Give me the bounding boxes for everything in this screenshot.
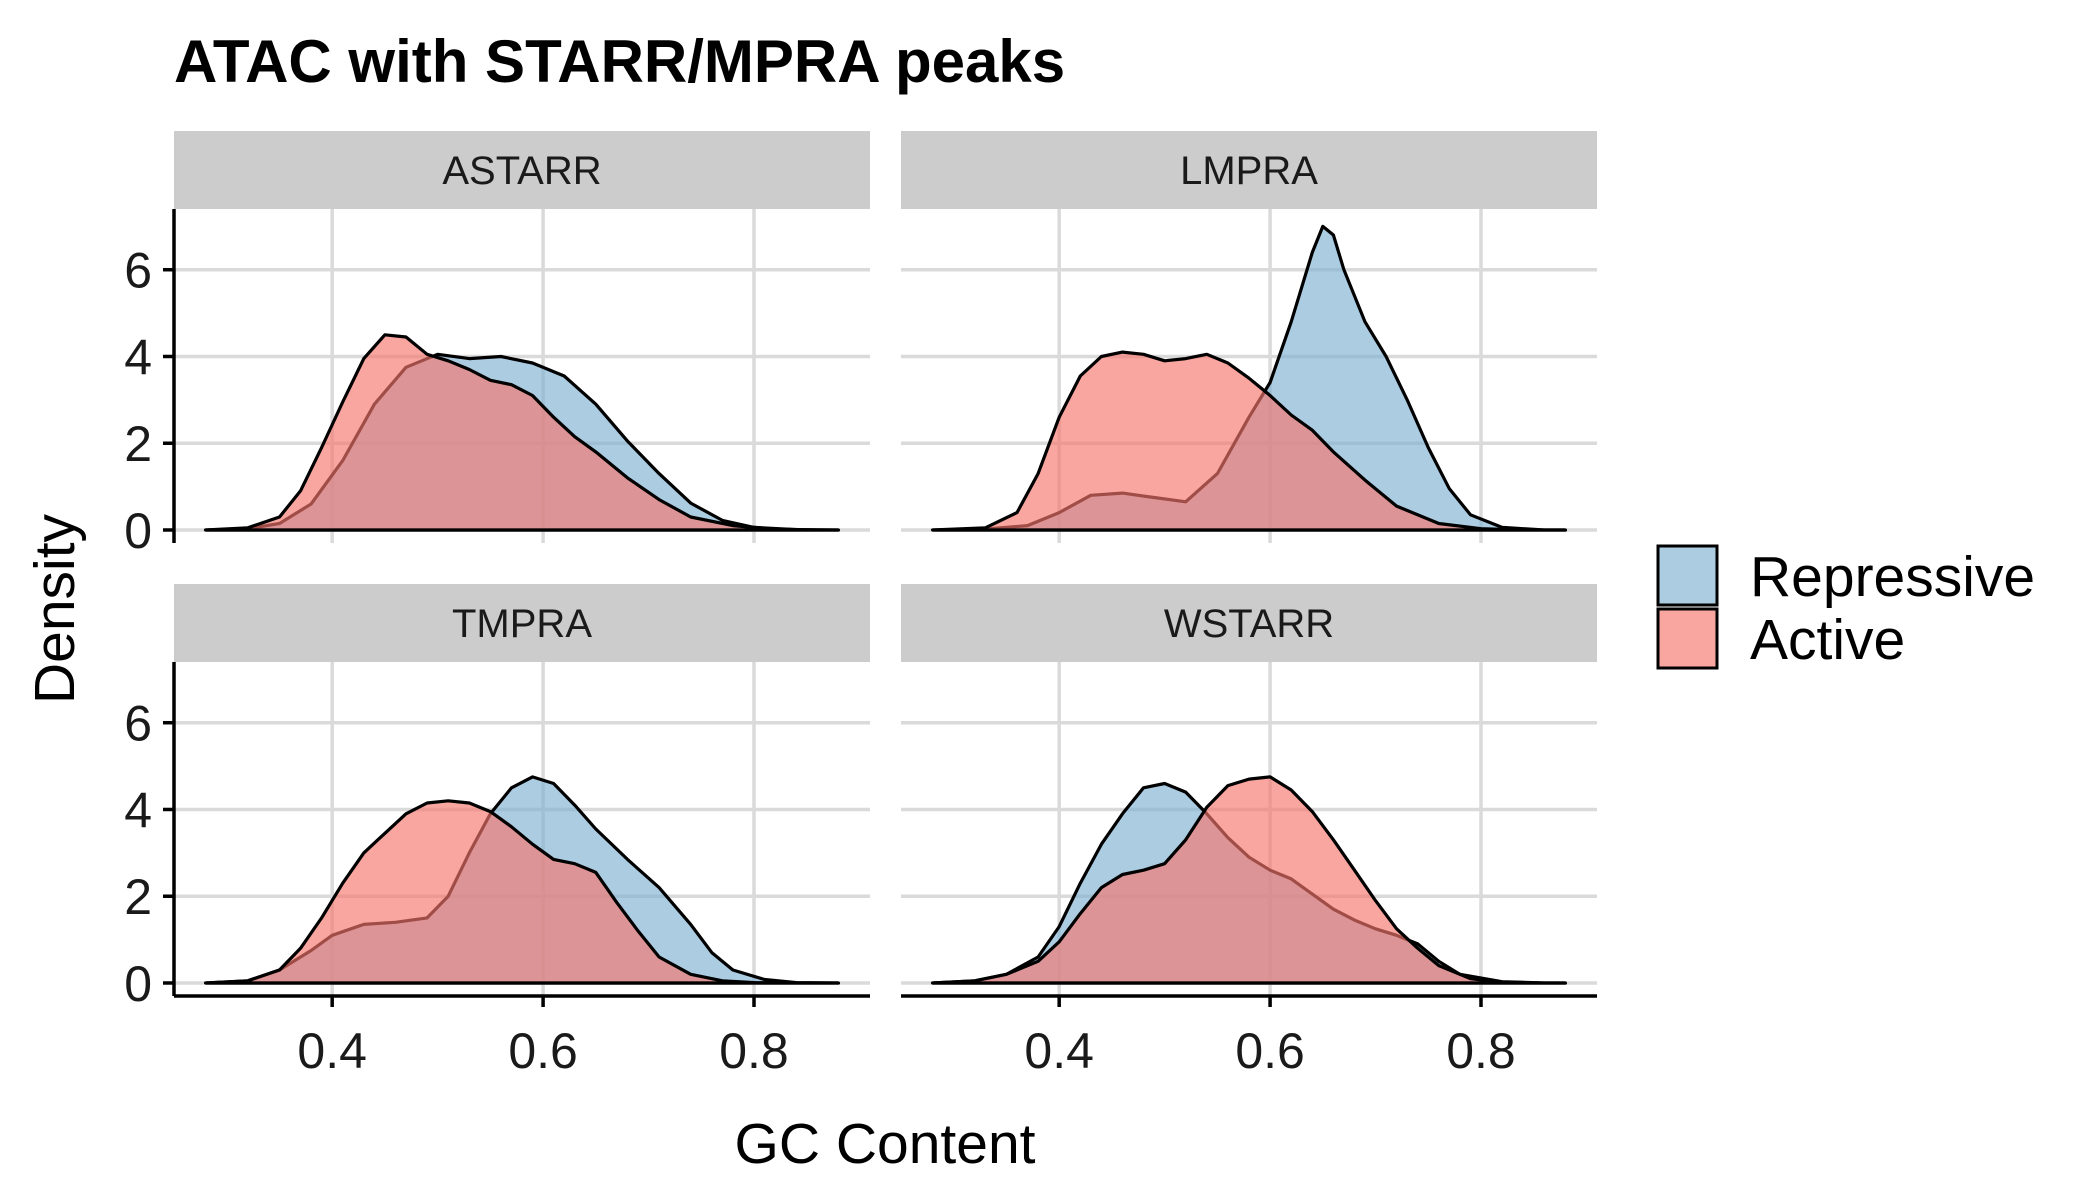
facet-strip-label: TMPRA xyxy=(452,602,592,646)
x-tick-label: 0.8 xyxy=(719,1023,789,1079)
legend-swatch xyxy=(1656,607,1719,670)
legend-item-repressive: Repressive xyxy=(1656,544,2035,609)
density-active xyxy=(204,333,840,532)
panel-lmpra: LMPRA xyxy=(901,131,1597,543)
y-axis-title: Density xyxy=(23,513,87,704)
y-tick-label: 4 xyxy=(124,329,152,385)
x-tick-label: 0.6 xyxy=(1235,1023,1305,1079)
y-tick-label: 4 xyxy=(124,782,152,838)
y-tick-label: 2 xyxy=(124,869,152,925)
chart-title: ATAC with STARR/MPRA peaks xyxy=(174,28,1065,95)
x-tick-label: 0.8 xyxy=(1446,1023,1516,1079)
x-axis-title: GC Content xyxy=(735,1112,1036,1176)
x-tick-label: 0.4 xyxy=(1024,1023,1094,1079)
facet-panels: ASTARR 0 2 4 6 LMPRA TMPRA 0 2 4 6 0.4 0.6 0.8 WSTARR 0… xyxy=(124,131,1597,1079)
y-tick-label: 6 xyxy=(124,243,152,299)
facet-strip xyxy=(901,131,1597,209)
y-tick-label: 2 xyxy=(124,416,152,472)
legend-label: Repressive xyxy=(1750,545,2035,609)
x-tick-label: 0.4 xyxy=(297,1023,367,1079)
facet-strip-label: ASTARR xyxy=(442,149,601,193)
facet-strip-label: LMPRA xyxy=(1180,149,1318,193)
panel-tmpra: TMPRA 0 2 4 6 0.4 0.6 0.8 xyxy=(124,584,870,1079)
panel-astarr: ASTARR 0 2 4 6 xyxy=(124,131,870,559)
facet-strip xyxy=(174,131,870,209)
legend-item-active: Active xyxy=(1656,607,1905,672)
x-tick-label: 0.6 xyxy=(508,1023,578,1079)
y-tick-label: 0 xyxy=(124,503,152,559)
facet-strip-label: WSTARR xyxy=(1164,602,1334,646)
legend-label: Active xyxy=(1750,608,1905,672)
y-tick-label: 6 xyxy=(124,696,152,752)
legend-swatch xyxy=(1656,544,1719,607)
y-tick-label: 0 xyxy=(124,956,152,1012)
facet-strip xyxy=(174,584,870,662)
density-active xyxy=(931,775,1567,985)
density-active xyxy=(204,799,840,985)
density-active xyxy=(931,350,1567,532)
facet-strip xyxy=(901,584,1597,662)
panel-wstarr: WSTARR 0.4 0.6 0.8 xyxy=(901,584,1597,1079)
